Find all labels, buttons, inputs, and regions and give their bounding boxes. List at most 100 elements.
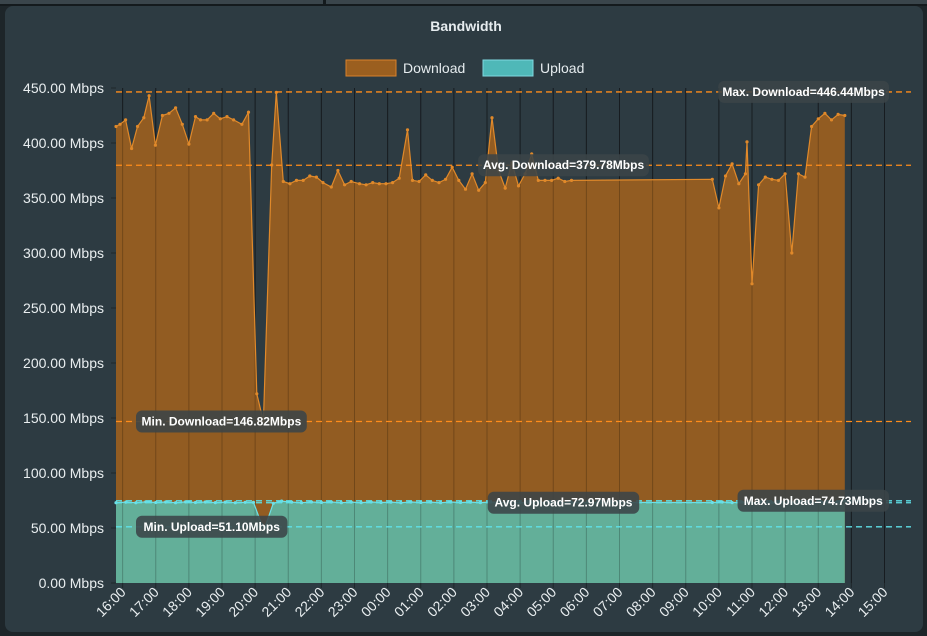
point-download [377, 182, 381, 186]
point-download [153, 143, 157, 147]
point-download [160, 113, 164, 118]
x-tick-label: 15:00 [855, 584, 891, 620]
legend-label-upload: Upload [540, 60, 584, 76]
top-bar [0, 0, 927, 6]
reference-label-bg [718, 80, 889, 103]
point-download [470, 172, 474, 176]
legend-swatch-upload [482, 59, 534, 77]
x-tick-label: 13:00 [788, 584, 824, 620]
point-download [717, 206, 721, 210]
point-download [349, 179, 353, 184]
point-download [516, 184, 521, 188]
x-tick-label: 08:00 [623, 584, 659, 620]
point-download [737, 182, 741, 186]
reference-label-text: Max. Download=446.44Mbps [722, 85, 885, 99]
point-download [424, 173, 428, 177]
point-download [550, 178, 554, 182]
reference-label-max-upload: Max. Upload=74.73Mbps [737, 489, 889, 512]
y-tick-label: 250.00 Mbps [23, 300, 104, 316]
point-download [135, 124, 140, 129]
point-download [569, 178, 574, 182]
point-download [763, 175, 767, 179]
reference-label-bg [487, 491, 640, 514]
reference-label-avg-upload: Avg. Upload=72.97Mbps [487, 491, 640, 514]
y-tick-label: 50.00 Mbps [31, 520, 104, 536]
point-download [410, 178, 415, 182]
point-download [130, 146, 134, 151]
point-download [405, 128, 410, 132]
point-upload [134, 501, 138, 505]
point-download [329, 185, 333, 189]
point-download [503, 186, 507, 190]
reference-label-text: Avg. Upload=72.97Mbps [495, 496, 633, 510]
point-download [803, 175, 807, 179]
x-tick-label: 12:00 [755, 584, 791, 620]
point-download [823, 111, 827, 115]
area-upload [116, 500, 845, 583]
point-download [776, 178, 781, 182]
point-download [357, 182, 362, 186]
point-download [218, 117, 222, 121]
x-tick-label: 07:00 [590, 584, 626, 620]
point-download [308, 174, 312, 178]
point-download [843, 113, 847, 118]
point-download [770, 177, 774, 181]
reference-label-bg [478, 154, 649, 177]
point-download [336, 168, 340, 173]
chart-title: Bandwidth [430, 18, 502, 34]
point-download [167, 111, 171, 115]
point-download [743, 172, 748, 176]
point-download [187, 142, 191, 146]
reference-label-min-download: Min. Download=146.82Mbps [136, 410, 307, 433]
point-download [232, 118, 236, 122]
legend-swatch-download [345, 59, 397, 77]
reference-label-max-download: Max. Download=446.44Mbps [718, 80, 889, 103]
y-tick-label: 0.00 Mbps [39, 575, 104, 591]
series-areas [114, 88, 885, 584]
point-download [124, 118, 128, 122]
point-download [536, 178, 540, 182]
point-download [556, 176, 560, 180]
y-tick-label: 200.00 Mbps [23, 355, 104, 371]
point-download [384, 182, 388, 186]
point-upload [174, 501, 178, 505]
point-download [301, 178, 305, 182]
point-download [212, 111, 216, 115]
y-tick-label: 300.00 Mbps [23, 245, 104, 261]
point-download [417, 179, 421, 184]
point-download [114, 124, 118, 129]
y-tick-label: 350.00 Mbps [23, 190, 104, 206]
y-tick-label: 400.00 Mbps [23, 135, 104, 151]
point-download [430, 178, 434, 182]
x-tick-label: 22:00 [291, 584, 327, 620]
point-download [281, 179, 285, 184]
point-download [321, 181, 325, 185]
point-download [457, 178, 461, 182]
point-download [810, 124, 814, 129]
point-download [225, 115, 229, 119]
point-download [444, 177, 448, 181]
y-tick-label: 100.00 Mbps [23, 465, 104, 481]
point-download [147, 94, 151, 98]
point-download [174, 106, 178, 110]
reference-label-min-upload: Min. Upload=51.10Mbps [136, 515, 288, 538]
point-download [463, 187, 468, 191]
point-download [288, 182, 292, 186]
point-download [783, 172, 787, 176]
point-download [198, 118, 203, 122]
x-tick-label: 19:00 [192, 584, 228, 620]
point-download [118, 122, 122, 126]
x-tick-label: 03:00 [457, 584, 493, 620]
point-download [180, 122, 184, 126]
point-download [836, 112, 840, 116]
x-tick-label: 02:00 [424, 584, 460, 620]
point-download [563, 179, 567, 184]
point-download [314, 175, 318, 179]
point-download [193, 115, 198, 119]
point-download [829, 118, 834, 122]
point-upload [213, 501, 217, 505]
reference-label-bg [136, 410, 307, 433]
reference-label-text: Max. Upload=74.73Mbps [744, 494, 883, 508]
point-download [796, 172, 801, 176]
